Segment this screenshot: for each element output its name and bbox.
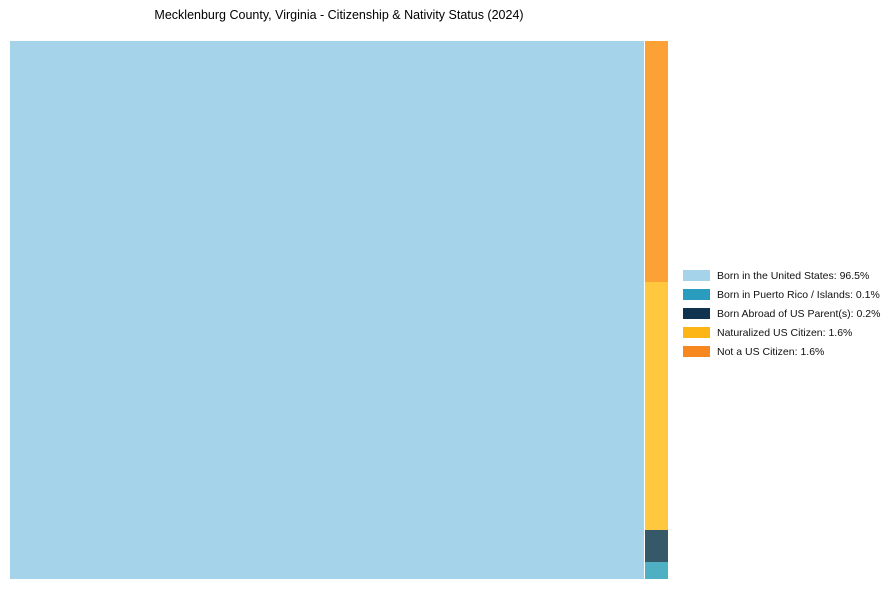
treemap-block-born-in-the-united-states [10,41,644,579]
legend-swatch [683,289,710,300]
legend-swatch [683,308,710,319]
legend-item: Born Abroad of US Parent(s): 0.2% [683,304,880,323]
legend: Born in the United States: 96.5% Born in … [683,266,880,361]
legend-item: Naturalized US Citizen: 1.6% [683,323,880,342]
legend-item: Born in Puerto Rico / Islands: 0.1% [683,285,880,304]
treemap-block-not-a-us-citizen [645,41,668,282]
legend-label: Not a US Citizen: 1.6% [717,345,825,358]
legend-label: Born in the United States: 96.5% [717,269,870,282]
legend-swatch [683,327,710,338]
legend-item: Not a US Citizen: 1.6% [683,342,880,361]
legend-swatch [683,270,710,281]
legend-label: Naturalized US Citizen: 1.6% [717,326,853,339]
treemap-block-born-abroad-of-us-parents [645,530,668,562]
legend-item: Born in the United States: 96.5% [683,266,880,285]
treemap [10,41,668,579]
treemap-block-born-in-puerto-rico-islands [645,562,668,579]
chart-title: Mecklenburg County, Virginia - Citizensh… [154,8,524,22]
legend-label: Born in Puerto Rico / Islands: 0.1% [717,288,880,301]
legend-label: Born Abroad of US Parent(s): 0.2% [717,307,881,320]
treemap-block-naturalized-us-citizen [645,282,668,530]
legend-swatch [683,346,710,357]
